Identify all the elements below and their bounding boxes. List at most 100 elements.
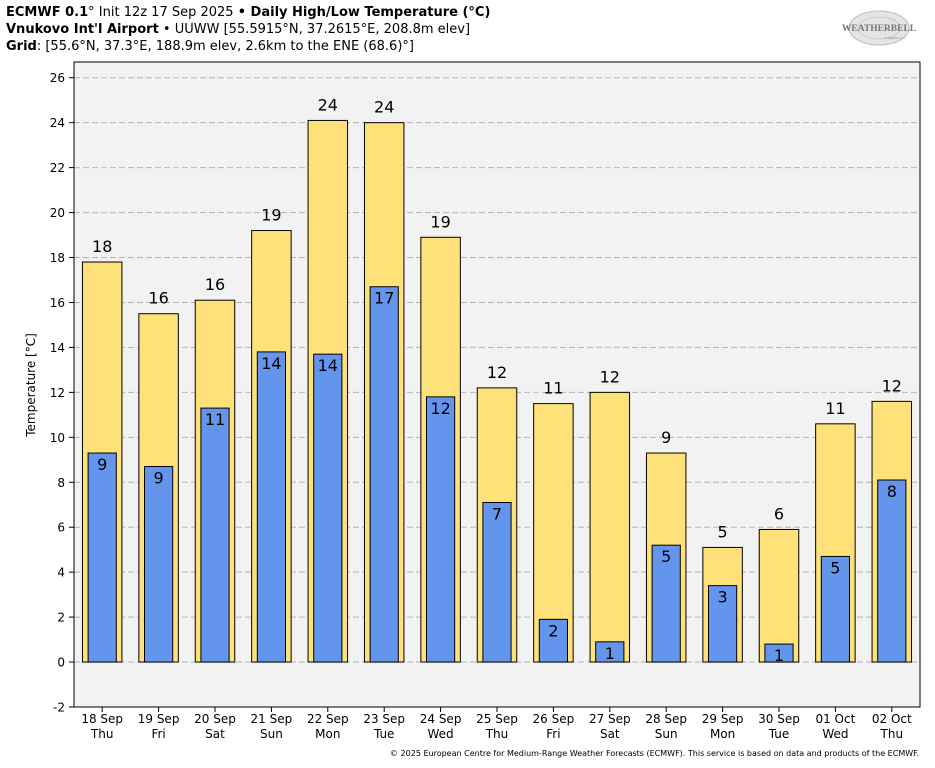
x-tick-weekday-label: Thu bbox=[90, 727, 114, 741]
low-temp-label: 1 bbox=[605, 644, 615, 663]
y-tick-label: 2 bbox=[57, 611, 65, 625]
chart-title-line-1: ECMWF 0.1° Init 12z 17 Sep 2025 • Daily … bbox=[6, 4, 490, 21]
x-tick-date-label: 02 Oct bbox=[872, 712, 912, 726]
high-temp-bar bbox=[589, 391, 631, 663]
low-temp-bar bbox=[708, 585, 738, 663]
weatherbell-logo: WEATHERBELL Analytics LLC bbox=[842, 10, 916, 46]
y-tick-label: 26 bbox=[50, 71, 65, 85]
y-tick-label: 0 bbox=[57, 656, 65, 670]
low-temp-bar bbox=[256, 351, 286, 663]
low-temp-label: 5 bbox=[661, 547, 671, 566]
low-temp-label: 17 bbox=[374, 289, 394, 308]
y-tick-label: 14 bbox=[50, 341, 65, 355]
chart-title: Daily High/Low Temperature (°C) bbox=[246, 5, 491, 20]
y-tick-label: 24 bbox=[50, 116, 65, 130]
y-tick-label: 8 bbox=[57, 476, 65, 490]
x-tick-weekday-label: Wed bbox=[428, 727, 454, 741]
logo-subtext: Analytics LLC bbox=[884, 36, 906, 40]
low-temp-bar bbox=[369, 286, 399, 663]
bullet: • bbox=[237, 5, 247, 20]
high-temp-label: 12 bbox=[487, 363, 507, 382]
low-temp-bar bbox=[538, 618, 568, 663]
x-tick-weekday-label: Fri bbox=[546, 727, 560, 741]
high-temp-label: 19 bbox=[261, 206, 281, 225]
x-tick-date-label: 24 Sep bbox=[420, 712, 462, 726]
station-name: Vnukovo Int'l Airport bbox=[6, 22, 159, 37]
low-temp-bar bbox=[595, 641, 625, 663]
high-temp-label: 12 bbox=[600, 367, 620, 386]
x-tick-weekday-label: Mon bbox=[710, 727, 735, 741]
model-name: ECMWF 0.1 bbox=[6, 5, 89, 20]
grid-info: : [55.6°N, 37.3°E, 188.9m elev, 2.6km to… bbox=[36, 39, 414, 54]
y-tick-label: 6 bbox=[57, 521, 65, 535]
low-temp-label: 14 bbox=[261, 354, 281, 373]
x-tick-weekday-label: Thu bbox=[485, 727, 509, 741]
low-temp-label: 5 bbox=[830, 558, 840, 577]
low-temp-label: 14 bbox=[318, 356, 338, 375]
x-tick-weekday-label: Wed bbox=[822, 727, 848, 741]
y-tick-label: 4 bbox=[57, 566, 65, 580]
station-info: • UUWW [55.5915°N, 37.2615°E, 208.8m ele… bbox=[158, 22, 471, 37]
x-tick-date-label: 28 Sep bbox=[645, 712, 687, 726]
x-tick-date-label: 19 Sep bbox=[138, 712, 180, 726]
x-tick-weekday-label: Tue bbox=[768, 727, 790, 741]
copyright-footer: © 2025 European Centre for Medium-Range … bbox=[390, 749, 919, 758]
y-tick-label: 22 bbox=[50, 161, 65, 175]
x-tick-date-label: 23 Sep bbox=[363, 712, 405, 726]
high-temp-bar bbox=[758, 528, 800, 663]
x-tick-date-label: 01 Oct bbox=[815, 712, 855, 726]
init-time: Init 12z 17 Sep 2025 bbox=[94, 5, 238, 20]
low-temp-bar bbox=[200, 407, 230, 663]
low-temp-label: 12 bbox=[430, 399, 450, 418]
y-axis-label: Temperature [°C] bbox=[24, 333, 38, 438]
x-tick-date-label: 21 Sep bbox=[251, 712, 293, 726]
y-tick-label: 20 bbox=[50, 206, 65, 220]
low-temp-label: 9 bbox=[97, 455, 107, 474]
low-temp-bar bbox=[877, 479, 907, 663]
x-tick-weekday-label: Sat bbox=[600, 727, 620, 741]
logo-text: WEATHERBELL bbox=[842, 24, 916, 34]
low-temperature-bars bbox=[87, 286, 907, 663]
low-temp-bar bbox=[87, 452, 117, 663]
low-temp-label: 2 bbox=[548, 621, 558, 640]
high-temp-label: 16 bbox=[205, 275, 225, 294]
high-temp-label: 6 bbox=[774, 504, 784, 523]
x-tick-date-label: 22 Sep bbox=[307, 712, 349, 726]
x-tick-weekday-label: Sun bbox=[655, 727, 678, 741]
low-temp-label: 7 bbox=[492, 504, 502, 523]
high-temp-label: 19 bbox=[430, 212, 450, 231]
x-tick-date-label: 29 Sep bbox=[702, 712, 744, 726]
grid-label: Grid bbox=[6, 39, 37, 54]
high-temp-label: 11 bbox=[825, 399, 845, 418]
x-tick-weekday-label: Tue bbox=[373, 727, 395, 741]
low-temp-bar bbox=[426, 396, 456, 663]
low-temp-bar bbox=[144, 466, 174, 663]
x-tick-date-label: 25 Sep bbox=[476, 712, 518, 726]
chart-title-line-2: Vnukovo Int'l Airport • UUWW [55.5915°N,… bbox=[6, 21, 470, 38]
low-temp-bar bbox=[820, 555, 850, 663]
high-temp-label: 12 bbox=[882, 376, 902, 395]
y-tick-label: 12 bbox=[50, 386, 65, 400]
low-temp-label: 11 bbox=[205, 410, 225, 429]
low-temp-bar bbox=[482, 501, 512, 663]
x-tick-date-label: 20 Sep bbox=[194, 712, 236, 726]
high-temp-label: 24 bbox=[374, 98, 394, 117]
x-tick-date-label: 18 Sep bbox=[81, 712, 123, 726]
low-temp-label: 3 bbox=[718, 588, 728, 607]
x-tick-weekday-label: Fri bbox=[151, 727, 165, 741]
x-tick-weekday-label: Thu bbox=[880, 727, 904, 741]
x-tick-date-label: 30 Sep bbox=[758, 712, 800, 726]
data-labels: 1891691611191424142417191212711212195536… bbox=[92, 95, 902, 665]
y-tick-label: 18 bbox=[50, 251, 65, 265]
x-tick-weekday-label: Mon bbox=[315, 727, 340, 741]
low-temp-label: 8 bbox=[887, 482, 897, 501]
x-tick-weekday-label: Sun bbox=[260, 727, 283, 741]
high-temp-label: 18 bbox=[92, 237, 112, 256]
high-temp-label: 5 bbox=[718, 522, 728, 541]
y-tick-label: 16 bbox=[50, 296, 65, 310]
low-temp-bar bbox=[313, 353, 343, 663]
low-temp-label: 1 bbox=[774, 646, 784, 665]
y-tick-label: -2 bbox=[53, 701, 65, 715]
